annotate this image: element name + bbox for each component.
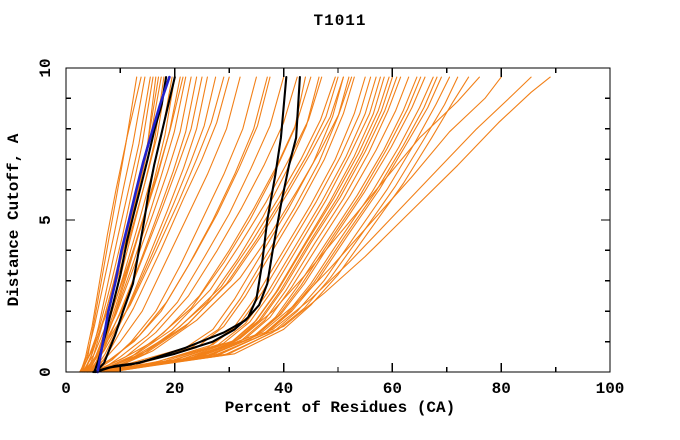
svg-text:60: 60 bbox=[383, 380, 402, 398]
svg-text:5: 5 bbox=[37, 215, 55, 225]
svg-text:0: 0 bbox=[61, 380, 71, 398]
svg-text:20: 20 bbox=[165, 380, 184, 398]
svg-text:100: 100 bbox=[596, 380, 625, 398]
x-axis-label: Percent of Residues (CA) bbox=[224, 399, 456, 417]
svg-text:80: 80 bbox=[492, 380, 511, 398]
chart-title: T1011 bbox=[313, 12, 367, 30]
svg-text:0: 0 bbox=[37, 367, 55, 377]
svg-text:40: 40 bbox=[274, 380, 293, 398]
svg-text:10: 10 bbox=[37, 58, 55, 77]
